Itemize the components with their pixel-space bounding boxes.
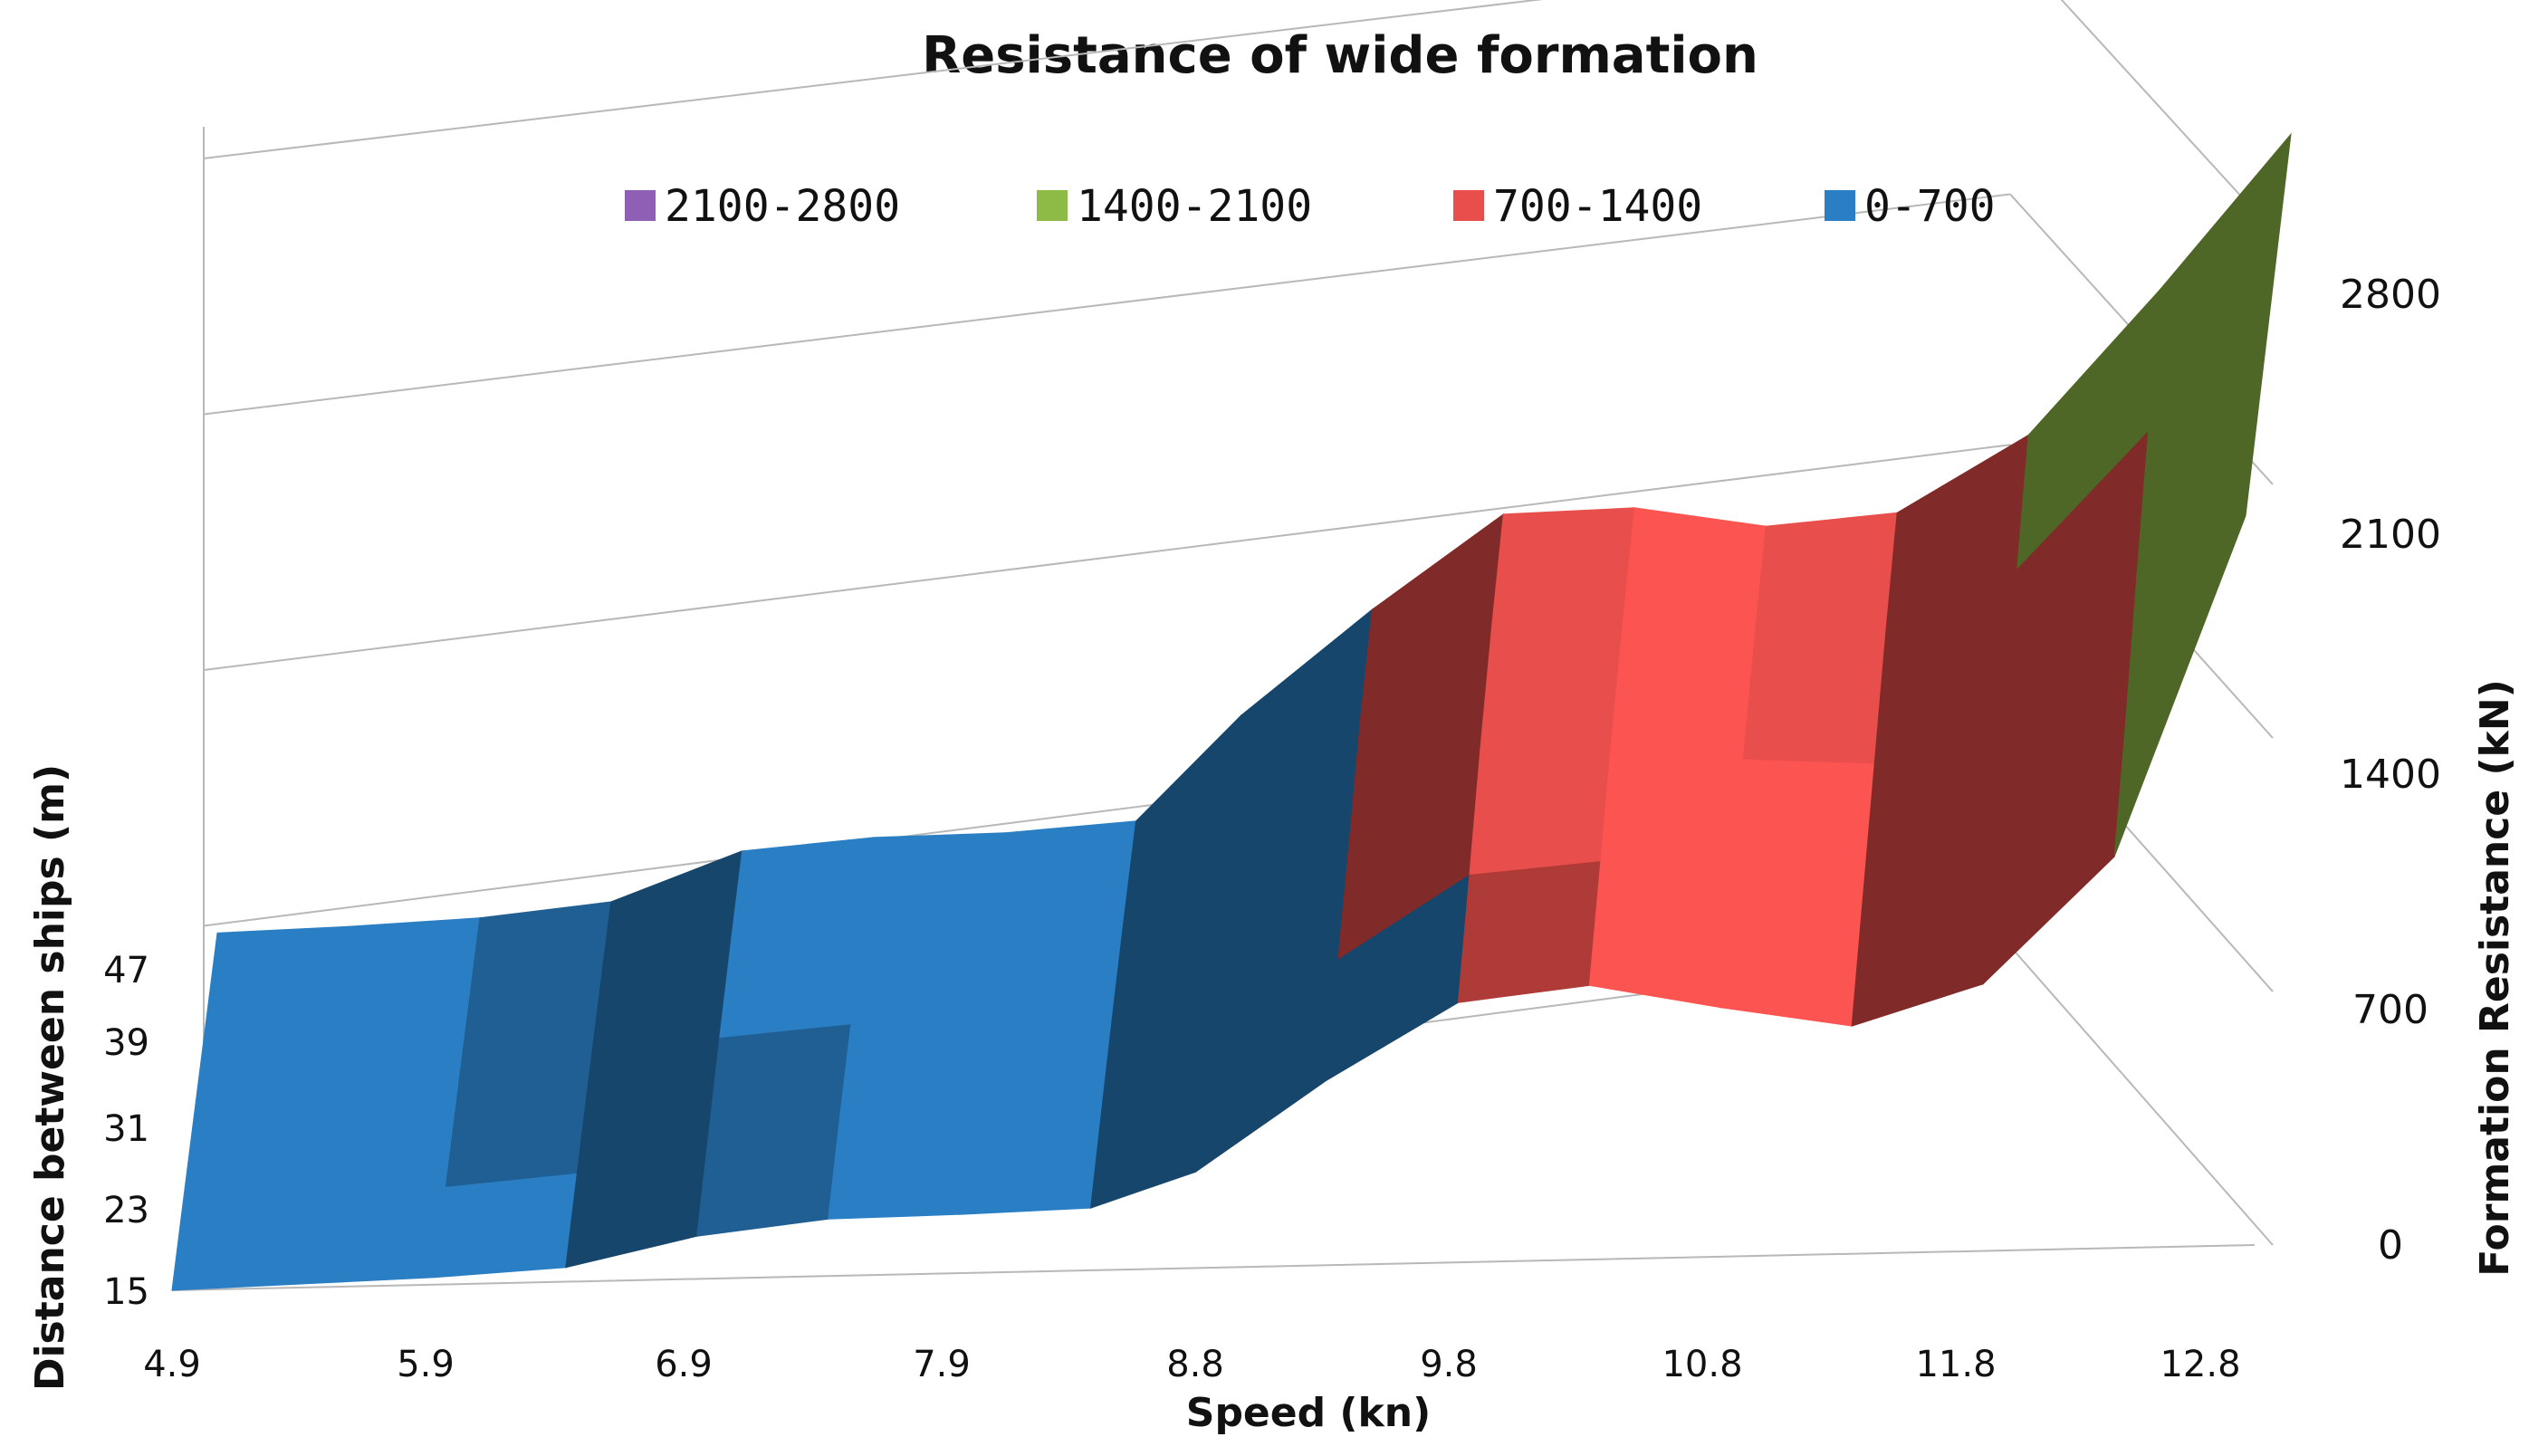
surface-patch [302,1186,446,1285]
surface-patch [861,832,1006,930]
z-tick-label: 2100 [2340,512,2441,558]
surface-patch [336,917,481,1017]
y-tick-label: 23 [103,1190,149,1231]
surface-patch [1469,733,1613,876]
z-axis-title: Formation Resistance (kN) [2472,679,2518,1277]
surface-patch [828,1115,972,1220]
surface-patch [730,837,875,944]
surface-patch [1457,860,1602,1003]
z-tick-label: 0 [2378,1222,2403,1269]
x-tick-label: 5.9 [397,1344,455,1385]
x-tick-label: 10.8 [1662,1344,1742,1385]
gridline-back [203,0,1544,159]
x-tick-label: 12.8 [2160,1344,2240,1385]
legend-swatch [1453,190,1484,221]
x-tick-labels: 4.9 5.9 6.9 7.9 8.8 9.8 10.8 11.8 12.8 [143,1344,2240,1385]
surface-patch [696,1119,840,1237]
z-tick-label: 1400 [2340,752,2441,798]
surface-patch [1731,759,1875,896]
surface-patch [1742,632,1887,765]
gridline-side [2060,0,2274,232]
z-tick-label: 700 [2352,987,2428,1033]
surface-patch [959,1106,1103,1215]
surface-patch [445,1081,589,1188]
surface-patch [970,1008,1115,1116]
surface-patch [194,1014,338,1112]
y-tick-label: 15 [103,1271,149,1313]
y-tick-label: 47 [103,950,149,991]
axis-baseline [171,1244,2256,1291]
x-tick-label: 7.9 [913,1344,971,1385]
surface-patch [1480,617,1624,745]
surface-patch [171,1193,315,1291]
legend-swatch [1825,190,1855,221]
gridline-back [203,193,2011,416]
x-tick-label: 6.9 [655,1344,713,1385]
surface-patch [1588,860,1733,1009]
surface-plot [171,132,2292,1291]
surface-patch [1491,507,1635,625]
y-tick-label: 31 [103,1108,149,1150]
y-tick-label: 39 [103,1022,149,1064]
surface-patch [434,1173,578,1279]
surface-patch [992,820,1137,925]
surface-patch [719,928,863,1039]
y-tick-labels: 15 23 31 39 47 [103,950,149,1313]
surface-patch [982,912,1126,1021]
legend-swatch [1037,190,1068,221]
surface-patch [325,1006,469,1106]
surface-patch [1754,512,1898,640]
surface-patch [1623,507,1767,640]
chart-title: Resistance of wide formation [922,26,1758,85]
surface-patch [313,1096,458,1194]
surface-patch [2113,420,2257,857]
x-tick-label: 8.8 [1166,1344,1224,1385]
x-axis-title: Speed (kn) [1186,1390,1432,1436]
x-tick-label: 9.8 [1420,1344,1478,1385]
x-tick-label: 4.9 [143,1344,201,1385]
legend-label: 0-700 [1864,181,1996,232]
legend-label: 1400-2100 [1077,181,1312,232]
legend-label: 2100-2800 [665,181,900,232]
surface-patch [850,924,994,1026]
legend: 2100-2800 1400-2100 700-1400 0-700 [625,181,1996,232]
gridline-side [2009,945,2274,1246]
gridline-back [203,444,2011,671]
legend-label: 700-1400 [1493,181,1702,232]
legend-swatch [625,190,656,221]
surface-patch [707,1024,852,1138]
z-tick-labels: 0 700 1400 2100 2800 [2340,272,2441,1269]
surface-patch [456,991,600,1097]
y-axis-title: Distance between ships (m) [27,764,73,1391]
surface-patch [1720,883,1864,1027]
surface-patch [182,1104,327,1202]
surface-patch [838,1019,983,1121]
x-tick-label: 11.8 [1915,1344,1996,1385]
surface-patch [467,901,612,1008]
z-tick-label: 2800 [2340,272,2441,318]
surface-patch [1600,733,1744,885]
surface-patch [205,925,350,1023]
